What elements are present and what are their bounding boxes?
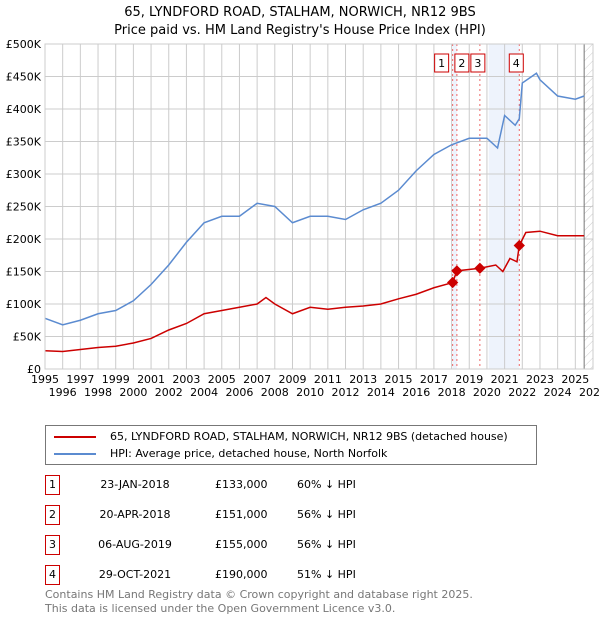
x-tick-label: 2001 bbox=[137, 373, 165, 386]
sale-price: £155,000 bbox=[215, 538, 268, 551]
x-tick-label: 2009 bbox=[278, 373, 306, 386]
x-tick-label: 2006 bbox=[225, 386, 253, 399]
x-tick-label: 2010 bbox=[296, 386, 324, 399]
legend-label: 65, LYNDFORD ROAD, STALHAM, NORWICH, NR1… bbox=[110, 430, 508, 443]
y-tick-label: £350K bbox=[6, 136, 42, 149]
x-tick-label: 2024 bbox=[544, 386, 572, 399]
legend-swatch bbox=[54, 452, 96, 455]
sale-hpi: 60% ↓ HPI bbox=[297, 478, 356, 491]
x-tick-label: 2026 bbox=[579, 386, 600, 399]
x-tick-label: 2012 bbox=[332, 386, 360, 399]
chart-title: 65, LYNDFORD ROAD, STALHAM, NORWICH, NR1… bbox=[0, 4, 600, 40]
y-tick-label: £0 bbox=[27, 363, 41, 376]
x-tick-label: 2019 bbox=[455, 373, 483, 386]
x-tick-label: 2011 bbox=[314, 373, 342, 386]
x-tick-label: 2002 bbox=[155, 386, 183, 399]
x-tick-label: 1996 bbox=[49, 386, 77, 399]
y-tick-label: £200K bbox=[6, 233, 42, 246]
title-line-2: Price paid vs. HM Land Registry's House … bbox=[114, 23, 486, 38]
x-tick-label: 2000 bbox=[119, 386, 147, 399]
sale-number: 1 bbox=[45, 475, 60, 495]
plot-border bbox=[44, 43, 594, 370]
footer-line: This data is licensed under the Open Gov… bbox=[45, 602, 396, 615]
y-tick-label: £400K bbox=[6, 103, 42, 116]
title-line-1: 65, LYNDFORD ROAD, STALHAM, NORWICH, NR1… bbox=[124, 5, 476, 20]
sale-row: 3 06-AUG-2019 £155,000 56% ↓ HPI bbox=[45, 535, 495, 555]
property-price-line bbox=[44, 230, 585, 353]
sale-hpi: 56% ↓ HPI bbox=[297, 508, 356, 521]
x-tick-label: 2013 bbox=[349, 373, 377, 386]
x-tick-label: 2020 bbox=[473, 386, 501, 399]
y-tick-label: £300K bbox=[6, 168, 42, 181]
sale-price: £133,000 bbox=[215, 478, 268, 491]
sale-label: 2 bbox=[458, 57, 465, 70]
sale-number: 2 bbox=[45, 505, 60, 525]
x-tick-label: 2007 bbox=[243, 373, 271, 386]
y-tick-label: £150K bbox=[6, 266, 42, 279]
sale-hpi: 51% ↓ HPI bbox=[297, 568, 356, 581]
sale-label-box bbox=[454, 53, 470, 73]
sale-date: 29-OCT-2021 bbox=[98, 568, 172, 581]
sale-row: 4 29-OCT-2021 £190,000 51% ↓ HPI bbox=[45, 565, 495, 585]
x-tick-label: 2014 bbox=[367, 386, 395, 399]
sale-point bbox=[446, 276, 459, 289]
sale-hpi: 56% ↓ HPI bbox=[297, 538, 356, 551]
x-tick-label: 2023 bbox=[526, 373, 554, 386]
y-tick-label: £250K bbox=[6, 201, 42, 214]
sale-date: 23-JAN-2018 bbox=[100, 478, 170, 491]
x-tick-label: 2022 bbox=[508, 386, 536, 399]
x-tick-label: 2016 bbox=[402, 386, 430, 399]
y-tick-label: £450K bbox=[6, 71, 42, 84]
x-tick-label: 2015 bbox=[385, 373, 413, 386]
footer: Contains HM Land Registry data © Crown c… bbox=[45, 588, 473, 616]
x-tick-label: 1997 bbox=[66, 373, 94, 386]
sale-number: 4 bbox=[45, 565, 60, 585]
x-tick-label: 2025 bbox=[561, 373, 589, 386]
legend: 65, LYNDFORD ROAD, STALHAM, NORWICH, NR1… bbox=[45, 425, 537, 465]
x-tick-label: 2018 bbox=[438, 386, 466, 399]
sale-label-box bbox=[508, 53, 524, 73]
sale-label-box bbox=[434, 53, 450, 73]
sale-number: 3 bbox=[45, 535, 60, 555]
sale-row: 1 23-JAN-2018 £133,000 60% ↓ HPI bbox=[45, 475, 495, 495]
x-tick-label: 2008 bbox=[261, 386, 289, 399]
y-tick-label: £100K bbox=[6, 298, 42, 311]
legend-item-property: 65, LYNDFORD ROAD, STALHAM, NORWICH, NR1… bbox=[54, 428, 508, 445]
sale-row: 2 20-APR-2018 £151,000 56% ↓ HPI bbox=[45, 505, 495, 525]
sale-point bbox=[474, 262, 486, 274]
sale-label: 3 bbox=[474, 57, 481, 70]
legend-item-hpi: HPI: Average price, detached house, Nort… bbox=[54, 445, 387, 462]
hpi-line bbox=[44, 72, 585, 326]
sale-point bbox=[513, 239, 525, 252]
x-tick-label: 2017 bbox=[420, 373, 448, 386]
x-tick-label: 2004 bbox=[190, 386, 218, 399]
price-chart: 1995199619971998199920002001200220032004… bbox=[6, 38, 600, 399]
sale-price: £151,000 bbox=[215, 508, 268, 521]
sale-label-box bbox=[470, 53, 486, 73]
sale-date: 20-APR-2018 bbox=[99, 508, 171, 521]
x-tick-label: 2003 bbox=[172, 373, 200, 386]
y-tick-label: £50K bbox=[13, 331, 42, 344]
sale-date: 06-AUG-2019 bbox=[98, 538, 172, 551]
footer-line: Contains HM Land Registry data © Crown c… bbox=[45, 588, 473, 601]
x-tick-label: 2005 bbox=[208, 373, 236, 386]
x-tick-label: 1999 bbox=[102, 373, 130, 386]
x-tick-label: 1995 bbox=[31, 373, 59, 386]
sale-price: £190,000 bbox=[215, 568, 268, 581]
x-tick-label: 1998 bbox=[84, 386, 112, 399]
sale-label: 1 bbox=[438, 57, 445, 70]
legend-label: HPI: Average price, detached house, Nort… bbox=[110, 447, 388, 460]
sale-label: 4 bbox=[513, 57, 520, 70]
sale-point bbox=[451, 265, 463, 277]
legend-swatch bbox=[54, 435, 96, 438]
x-tick-label: 2021 bbox=[491, 373, 519, 386]
y-tick-label: £500K bbox=[6, 38, 42, 51]
